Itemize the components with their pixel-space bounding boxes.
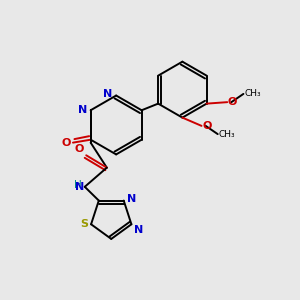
Text: CH₃: CH₃ [219, 130, 235, 139]
Text: O: O [228, 97, 237, 107]
Text: O: O [202, 121, 212, 131]
Text: N: N [127, 194, 136, 204]
Text: CH₃: CH₃ [244, 89, 261, 98]
Text: H: H [74, 180, 81, 190]
Text: N: N [75, 182, 84, 192]
Text: N: N [103, 89, 112, 99]
Text: S: S [80, 219, 88, 229]
Text: N: N [134, 225, 144, 235]
Text: O: O [61, 138, 70, 148]
Text: N: N [78, 105, 87, 115]
Text: O: O [74, 144, 84, 154]
